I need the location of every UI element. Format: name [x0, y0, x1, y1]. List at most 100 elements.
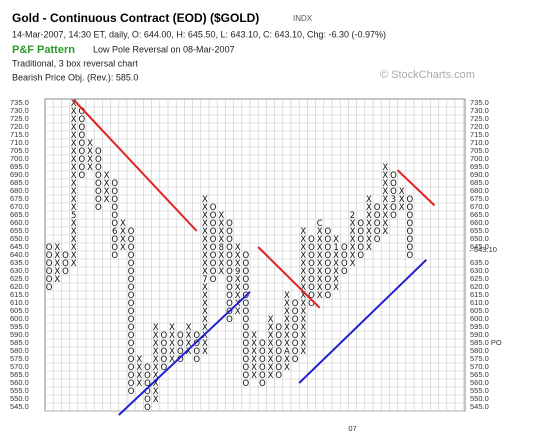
o-box: O	[243, 379, 250, 389]
x-box: X	[382, 163, 388, 173]
chart-title: Gold - Continuous Contract (EOD) ($GOLD)	[12, 11, 259, 25]
y-tick-label: 720.0	[10, 122, 29, 131]
x-box: X	[120, 235, 126, 245]
o-box: O	[128, 331, 135, 341]
o-box: O	[407, 219, 414, 229]
x-box: X	[218, 227, 224, 237]
y2-tick-label: 615.0	[470, 290, 489, 299]
x-box: X	[399, 195, 405, 205]
x-box: X	[186, 331, 192, 341]
x-box: X	[366, 203, 372, 213]
x-box: X	[317, 283, 323, 293]
y-tick-label: 660.0	[10, 218, 29, 227]
y2-tick-label: 580.0	[470, 346, 489, 355]
o-box: O	[275, 323, 282, 333]
o-box: O	[243, 339, 250, 349]
x-box: X	[268, 355, 274, 365]
o-box: O	[226, 251, 233, 261]
x-box: X	[382, 171, 388, 181]
x-box: X	[317, 291, 323, 301]
y-tick-label: 645.0	[10, 242, 29, 251]
o-box: O	[292, 299, 299, 309]
x-box: X	[202, 339, 208, 349]
o-box: O	[128, 347, 135, 357]
o-box: O	[275, 331, 282, 341]
o-box: O	[128, 355, 135, 365]
o-box: O	[128, 227, 135, 237]
y2-tick-label: 565.0	[470, 370, 489, 379]
o-box: O	[357, 219, 364, 229]
x-box: X	[317, 243, 323, 253]
o-box: O	[243, 363, 250, 373]
x-box: X	[366, 211, 372, 221]
o-box: O	[128, 283, 135, 293]
o-box: O	[95, 195, 102, 205]
o-box: O	[308, 259, 315, 269]
o-box: O	[341, 259, 348, 269]
y2-tick-label: 590.0	[470, 330, 489, 339]
x-box: X	[317, 227, 323, 237]
x-box: X	[71, 243, 77, 253]
y-tick-label: 625.0	[10, 274, 29, 283]
trendline	[396, 169, 436, 207]
o-box: O	[128, 371, 135, 381]
x-box: X	[350, 243, 356, 253]
o-box: O	[292, 331, 299, 341]
x-box: X	[218, 211, 224, 221]
o-box: O	[308, 283, 315, 293]
o-box: O	[325, 275, 332, 285]
y-tick-label: 565.0	[10, 370, 29, 379]
o-box: O	[259, 363, 266, 373]
x-box: X	[202, 299, 208, 309]
last-price: 643.10	[474, 245, 497, 254]
o-box: O	[210, 219, 217, 229]
o-box: O	[390, 171, 397, 181]
exchange: INDX	[293, 14, 313, 23]
x-box: X	[350, 235, 356, 245]
y-tick-label: 585.0	[10, 338, 29, 347]
y-tick-label: 615.0	[10, 290, 29, 299]
o-box: O	[111, 243, 118, 253]
o-box: O	[161, 339, 168, 349]
o-box: O	[128, 267, 135, 277]
x-box: X	[333, 275, 339, 285]
x-box: X	[317, 267, 323, 277]
y-tick-label: 705.0	[10, 146, 29, 155]
o-box: O	[325, 267, 332, 277]
x-box: X	[268, 315, 274, 325]
y2-tick-label: 635.0	[470, 258, 489, 267]
o-box: O	[46, 259, 53, 269]
x-box: X	[300, 347, 306, 357]
x-box: X	[382, 195, 388, 205]
o-box: O	[46, 251, 53, 261]
o-box: O	[226, 259, 233, 269]
o-box: O	[357, 235, 364, 245]
x-box: X	[366, 195, 372, 205]
o-box: O	[161, 363, 168, 373]
y-tick-label: 605.0	[10, 306, 29, 315]
x-box: X	[71, 99, 77, 109]
x-box: X	[169, 355, 175, 365]
x-box: X	[300, 235, 306, 245]
x-box: X	[317, 275, 323, 285]
o-box: O	[292, 315, 299, 325]
x-box: X	[202, 307, 208, 317]
x-box: X	[153, 379, 159, 389]
o-box: O	[292, 355, 299, 365]
o-box: O	[79, 163, 86, 173]
o-box: O	[144, 387, 151, 397]
o-box: O	[161, 347, 168, 357]
x-box: X	[300, 315, 306, 325]
x-box: X	[186, 347, 192, 357]
o-box: O	[144, 379, 151, 389]
o-box: O	[243, 371, 250, 381]
